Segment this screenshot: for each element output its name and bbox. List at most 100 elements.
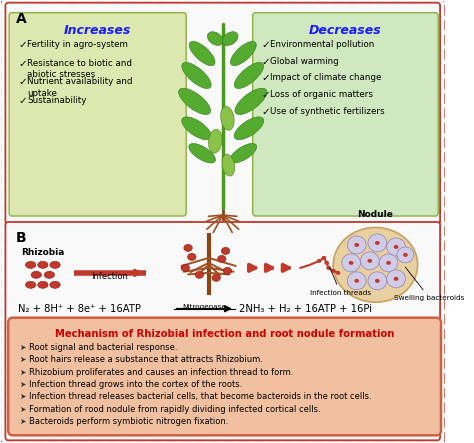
Ellipse shape: [347, 236, 366, 254]
FancyBboxPatch shape: [5, 3, 440, 224]
Ellipse shape: [355, 243, 359, 247]
Text: Rhizobia: Rhizobia: [21, 248, 64, 257]
Ellipse shape: [347, 272, 366, 290]
Text: ➤: ➤: [19, 417, 26, 426]
Text: Formation of rood nodule from rapidly dividing infected cortical cells.: Formation of rood nodule from rapidly di…: [29, 405, 320, 414]
Ellipse shape: [368, 234, 387, 252]
Ellipse shape: [230, 41, 256, 66]
Ellipse shape: [234, 62, 264, 89]
Text: A: A: [16, 12, 27, 26]
FancyBboxPatch shape: [253, 13, 438, 216]
Text: Increases: Increases: [64, 23, 131, 37]
Ellipse shape: [317, 259, 321, 263]
Ellipse shape: [189, 144, 216, 163]
Ellipse shape: [336, 271, 340, 275]
Ellipse shape: [349, 261, 354, 265]
Text: Impact of climate change: Impact of climate change: [270, 74, 381, 82]
Ellipse shape: [387, 238, 405, 256]
Text: Decreases: Decreases: [309, 23, 382, 37]
Ellipse shape: [221, 106, 234, 130]
Text: Mechanism of Rhizobial infection and root nodule formation: Mechanism of Rhizobial infection and roo…: [55, 329, 394, 338]
Text: Use of synthetic fertilizers: Use of synthetic fertilizers: [270, 107, 384, 117]
Ellipse shape: [179, 88, 210, 115]
Text: ✓: ✓: [18, 78, 27, 87]
Ellipse shape: [38, 261, 48, 268]
Ellipse shape: [188, 253, 196, 260]
Text: Nitrogenase: Nitrogenase: [182, 304, 227, 310]
Text: ✓: ✓: [18, 97, 27, 106]
Text: Fertility in agro-system: Fertility in agro-system: [27, 39, 128, 49]
Ellipse shape: [368, 272, 387, 290]
Ellipse shape: [189, 41, 215, 66]
Ellipse shape: [394, 277, 399, 281]
Text: Root hairs release a substance that attracts Rhizobium.: Root hairs release a substance that attr…: [29, 355, 263, 364]
Text: Loss of organic matters: Loss of organic matters: [270, 90, 373, 99]
Ellipse shape: [26, 261, 36, 268]
Ellipse shape: [355, 279, 359, 283]
Text: ✓: ✓: [261, 39, 270, 50]
Ellipse shape: [375, 279, 380, 283]
Ellipse shape: [44, 272, 55, 278]
Text: ➤: ➤: [19, 405, 26, 414]
Ellipse shape: [386, 261, 391, 265]
Ellipse shape: [222, 32, 238, 46]
Ellipse shape: [209, 129, 222, 153]
Ellipse shape: [375, 241, 380, 245]
Text: ✓: ✓: [18, 39, 27, 50]
Ellipse shape: [321, 256, 326, 260]
Ellipse shape: [223, 268, 232, 274]
Ellipse shape: [50, 261, 60, 268]
Text: ➤: ➤: [19, 355, 26, 364]
Ellipse shape: [230, 144, 257, 163]
Text: ➤: ➤: [19, 392, 26, 401]
Text: Bacteroids perform symbiotic nitrogen fixation.: Bacteroids perform symbiotic nitrogen fi…: [29, 417, 228, 426]
Text: Swelling bacteroids: Swelling bacteroids: [394, 267, 465, 301]
Text: Nutrient availability and
uptake: Nutrient availability and uptake: [27, 78, 132, 97]
Ellipse shape: [181, 264, 190, 272]
Ellipse shape: [31, 272, 41, 278]
FancyBboxPatch shape: [0, 0, 446, 443]
Text: Rhizobium proliferates and causes an infection thread to form.: Rhizobium proliferates and causes an inf…: [29, 368, 293, 377]
Ellipse shape: [218, 256, 226, 262]
Ellipse shape: [208, 32, 223, 46]
Ellipse shape: [50, 281, 60, 288]
Ellipse shape: [235, 88, 267, 115]
Ellipse shape: [387, 270, 405, 288]
Ellipse shape: [360, 252, 379, 270]
Ellipse shape: [182, 62, 211, 89]
Ellipse shape: [212, 274, 220, 281]
FancyBboxPatch shape: [9, 13, 186, 216]
Text: N₂ + 8H⁺ + 8e⁺ + 16ATP: N₂ + 8H⁺ + 8e⁺ + 16ATP: [18, 304, 140, 314]
Text: Infection threads: Infection threads: [310, 268, 371, 296]
Text: ✓: ✓: [261, 90, 270, 101]
Ellipse shape: [222, 154, 235, 176]
FancyBboxPatch shape: [5, 222, 440, 440]
Text: Infection: Infection: [91, 272, 128, 281]
Text: Environmental pollution: Environmental pollution: [270, 39, 374, 49]
Text: Resistance to biotic and
abiotic stresses: Resistance to biotic and abiotic stresse…: [27, 58, 132, 78]
FancyBboxPatch shape: [8, 318, 441, 435]
Ellipse shape: [182, 117, 211, 140]
Ellipse shape: [326, 266, 331, 270]
Text: Global warming: Global warming: [270, 57, 338, 66]
Text: ✓: ✓: [261, 57, 270, 66]
Ellipse shape: [195, 272, 203, 278]
Text: B: B: [16, 231, 27, 245]
Ellipse shape: [221, 248, 230, 254]
Text: ➤: ➤: [19, 368, 26, 377]
Ellipse shape: [397, 247, 414, 263]
Ellipse shape: [333, 228, 418, 302]
Ellipse shape: [342, 254, 360, 272]
Ellipse shape: [38, 281, 48, 288]
Text: Nodule: Nodule: [357, 210, 393, 219]
Ellipse shape: [379, 254, 398, 272]
Text: ✓: ✓: [18, 58, 27, 69]
Text: Infection thread grows into the cortex of the roots.: Infection thread grows into the cortex o…: [29, 380, 242, 389]
Text: 2NH₃ + H₂ + 16ATP + 16Pi: 2NH₃ + H₂ + 16ATP + 16Pi: [239, 304, 372, 314]
Ellipse shape: [367, 259, 372, 263]
Ellipse shape: [234, 117, 264, 140]
Ellipse shape: [403, 253, 408, 257]
Text: ✓: ✓: [261, 107, 270, 117]
Ellipse shape: [324, 261, 329, 265]
Text: Sustainability: Sustainability: [27, 97, 86, 105]
